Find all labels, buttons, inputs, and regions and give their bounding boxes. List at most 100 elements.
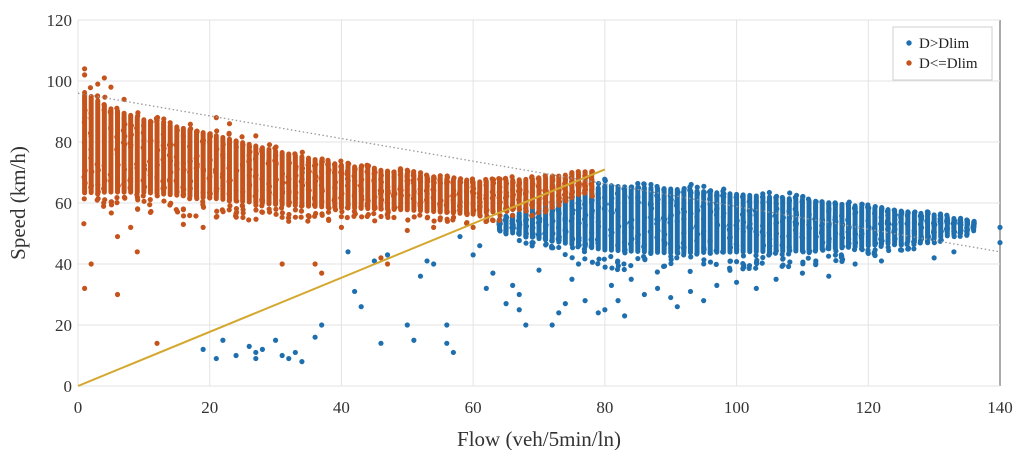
data-point — [766, 230, 772, 236]
data-point — [569, 276, 575, 282]
data-point — [115, 162, 121, 168]
data-point — [549, 322, 555, 328]
data-point — [431, 261, 437, 267]
data-point — [464, 177, 470, 183]
data-point — [516, 214, 522, 220]
data-point — [958, 227, 964, 234]
data-point — [550, 218, 556, 224]
data-point — [641, 244, 647, 250]
data-point — [464, 211, 470, 218]
data-point — [872, 203, 878, 210]
data-point — [134, 249, 140, 255]
data-point — [779, 218, 786, 225]
data-point — [160, 178, 166, 184]
y-axis-title: Speed (km/h) — [6, 146, 30, 260]
data-point — [714, 205, 720, 212]
data-point — [121, 115, 127, 121]
data-point — [727, 234, 733, 240]
y-tick-label: 120 — [47, 11, 73, 30]
data-point — [312, 213, 318, 219]
data-point — [299, 359, 305, 365]
data-point — [490, 177, 497, 183]
data-point — [319, 156, 325, 162]
grid-lines — [77, 19, 1001, 387]
data-point — [687, 268, 693, 274]
data-point — [536, 199, 542, 205]
data-point — [411, 337, 417, 343]
data-point — [733, 194, 739, 200]
data-point — [364, 201, 370, 207]
data-point — [404, 322, 410, 328]
data-point — [582, 298, 588, 304]
data-point — [273, 177, 279, 183]
data-point — [647, 229, 653, 235]
data-point — [516, 237, 522, 244]
data-point — [826, 273, 832, 279]
data-point — [311, 195, 318, 201]
data-point — [549, 204, 555, 210]
data-point — [852, 239, 859, 246]
data-point — [173, 178, 179, 184]
data-point — [233, 139, 239, 145]
data-point — [951, 219, 957, 225]
legend-label-d-le-dlim: D<=Dlim — [919, 56, 978, 72]
data-point — [168, 142, 174, 148]
data-point — [509, 212, 516, 219]
data-point — [298, 178, 304, 185]
data-point — [226, 207, 232, 213]
data-point — [135, 110, 141, 116]
data-point — [912, 209, 918, 215]
data-point — [226, 198, 232, 204]
data-point — [147, 197, 153, 203]
data-point — [510, 187, 516, 193]
data-point — [542, 173, 548, 179]
data-point — [767, 236, 773, 242]
data-point — [523, 212, 529, 218]
data-point — [114, 200, 120, 206]
data-point — [338, 195, 344, 201]
data-point — [298, 203, 305, 209]
data-point — [536, 206, 542, 212]
data-point — [516, 224, 522, 231]
data-point — [556, 199, 562, 205]
data-point — [787, 259, 793, 265]
data-point — [891, 242, 898, 248]
data-point — [779, 251, 785, 258]
data-point — [793, 212, 800, 218]
data-point — [89, 169, 95, 175]
data-point — [866, 224, 872, 230]
data-point — [470, 201, 476, 207]
data-point — [108, 125, 114, 131]
data-point — [661, 229, 667, 235]
data-point — [364, 213, 370, 220]
data-point — [774, 206, 780, 212]
data-point — [523, 322, 529, 328]
data-point — [331, 169, 338, 176]
data-point — [477, 243, 483, 249]
data-point — [391, 174, 397, 180]
data-point — [107, 109, 113, 115]
data-point — [503, 194, 509, 200]
data-point — [272, 191, 278, 198]
data-point — [648, 250, 654, 256]
data-point — [469, 188, 476, 195]
data-point — [259, 176, 265, 182]
data-point — [88, 115, 94, 121]
data-point — [188, 178, 194, 184]
data-point — [714, 222, 721, 228]
data-point — [878, 214, 884, 220]
data-point — [734, 243, 740, 249]
data-point — [166, 152, 173, 158]
y-tick-label: 60 — [55, 194, 72, 213]
data-point — [140, 177, 146, 184]
data-point — [417, 176, 423, 182]
data-point — [707, 259, 714, 265]
data-point — [622, 193, 628, 199]
data-point — [463, 189, 470, 195]
data-point — [140, 130, 146, 136]
data-point — [259, 148, 265, 154]
data-point — [674, 304, 680, 310]
x-tick-label: 80 — [596, 398, 613, 417]
data-point — [305, 162, 311, 168]
data-point — [530, 220, 536, 226]
